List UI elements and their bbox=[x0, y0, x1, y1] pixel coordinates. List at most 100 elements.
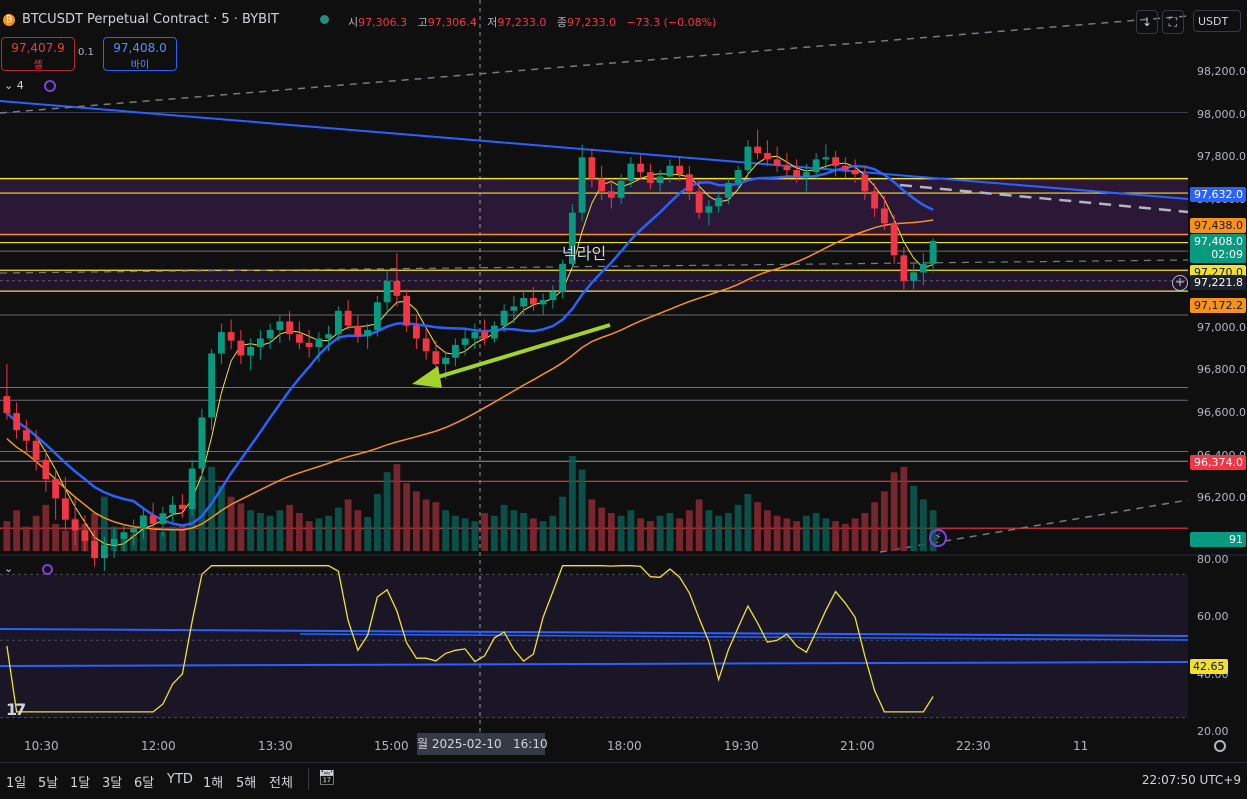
volume-bar bbox=[364, 517, 372, 551]
price-axis-tick: 97,000.0 bbox=[1197, 320, 1246, 334]
ohlc-close-key: 종 bbox=[556, 16, 567, 29]
candle-up bbox=[256, 338, 264, 348]
timeframe-button[interactable]: 5해 bbox=[236, 776, 257, 791]
volume-bar bbox=[432, 502, 440, 551]
candle-up bbox=[217, 332, 225, 354]
lightning-icon[interactable]: ⚡ bbox=[929, 529, 947, 547]
volume-bar bbox=[754, 502, 762, 551]
price-axis-tick: 98,200.0 bbox=[1197, 65, 1246, 78]
candle-down bbox=[832, 157, 840, 166]
candle-up bbox=[559, 263, 567, 292]
candle-up bbox=[188, 468, 196, 510]
volume-bar bbox=[685, 510, 693, 551]
volume-bar bbox=[822, 518, 830, 551]
volume-bar bbox=[520, 513, 528, 551]
sell-price: 97,407.9 bbox=[11, 41, 65, 55]
timeframe-button[interactable]: 3달 bbox=[102, 776, 123, 791]
candle-down bbox=[13, 413, 21, 431]
add-alert-plus-icon[interactable]: + bbox=[1172, 275, 1188, 291]
candle-up bbox=[451, 344, 459, 358]
download-arrow-icon[interactable]: ↓ bbox=[1136, 10, 1158, 34]
currency-value: USDT bbox=[1198, 15, 1229, 28]
time-axis-label: 21:00 bbox=[840, 739, 875, 753]
candle-up bbox=[266, 329, 274, 339]
volume-bar bbox=[3, 521, 11, 551]
volume-bar bbox=[676, 518, 684, 551]
timeframe-button[interactable]: 1달 bbox=[70, 776, 91, 791]
volume-bar bbox=[295, 513, 303, 551]
candle-down bbox=[422, 338, 430, 352]
volume-bar bbox=[178, 523, 186, 551]
candle-down bbox=[598, 178, 606, 192]
candle-down bbox=[900, 255, 908, 281]
candle-down bbox=[695, 191, 703, 213]
candle-up bbox=[929, 240, 937, 264]
upper-dashed-trendline bbox=[0, 15, 1189, 114]
volume-bar bbox=[744, 494, 752, 551]
volume-bar bbox=[481, 513, 489, 551]
volume-bar bbox=[783, 518, 791, 551]
rsi-trendline-mid bbox=[299, 633, 1189, 641]
candle-up bbox=[549, 291, 557, 301]
candle-down bbox=[344, 310, 352, 326]
candle-down bbox=[432, 351, 440, 365]
volume-bar bbox=[841, 523, 849, 551]
volume-bar bbox=[529, 518, 537, 551]
candle-down bbox=[481, 332, 489, 339]
indicator-settings-icon[interactable] bbox=[44, 80, 56, 92]
candle-up bbox=[139, 515, 147, 529]
fullscreen-icon[interactable]: ⛶ bbox=[1162, 10, 1184, 34]
volume-bar bbox=[276, 510, 284, 551]
price-tag: 97,408.0 02:09 bbox=[1190, 234, 1246, 263]
crosshair-time-label: 월 2025-02-10 16:10 bbox=[417, 733, 548, 755]
buy-button[interactable]: 97,408.0 바이 bbox=[103, 37, 177, 71]
volume-bar bbox=[890, 472, 898, 551]
timeframe-button[interactable]: 5날 bbox=[38, 776, 59, 791]
candle-down bbox=[685, 174, 693, 192]
candle-down bbox=[354, 325, 362, 337]
candle-down bbox=[32, 440, 40, 460]
volume-bar bbox=[763, 510, 771, 551]
green-arrow-shaft bbox=[427, 323, 611, 382]
volume-bar bbox=[188, 499, 196, 551]
timeframe-button[interactable]: YTD bbox=[167, 772, 193, 787]
tradingview-logo-icon: 17 bbox=[6, 700, 26, 719]
candle-up bbox=[490, 325, 498, 339]
price-chart-canvas[interactable] bbox=[0, 0, 1247, 762]
timeframe-button[interactable]: 1일 bbox=[6, 776, 27, 791]
rsi-settings-icon[interactable] bbox=[42, 564, 53, 575]
currency-select[interactable]: USDT bbox=[1193, 10, 1241, 32]
symbol-title[interactable]: BTCUSDT Perpetual Contract · 5 · BYBIT bbox=[22, 12, 279, 27]
timeframe-button[interactable]: 전체 bbox=[269, 776, 293, 791]
indicators-toggle[interactable]: ⌄ 4 bbox=[4, 79, 24, 92]
rsi-trendline-upper bbox=[0, 628, 1189, 637]
candle-down bbox=[237, 340, 245, 356]
volume-bar bbox=[100, 496, 108, 551]
date-range-calendar-icon[interactable]: 📅︎ bbox=[318, 770, 336, 786]
ohlc-high-value: 97,306.4 bbox=[427, 16, 477, 29]
volume-bar bbox=[315, 518, 323, 551]
volume-bar bbox=[286, 504, 294, 551]
candle-up bbox=[442, 357, 450, 365]
timeframe-button[interactable]: 6달 bbox=[134, 776, 155, 791]
spread-value: 0.1 bbox=[78, 47, 94, 58]
candle-down bbox=[851, 170, 859, 175]
volume-bar bbox=[422, 499, 430, 551]
volume-bar bbox=[42, 504, 50, 551]
volume-bar bbox=[149, 529, 157, 551]
ohlc-change-value: −73.3 (−0.08%) bbox=[626, 16, 717, 29]
price-axis-tick: 98,000.0 bbox=[1197, 107, 1246, 121]
volume-bar bbox=[169, 526, 177, 551]
volume-bar bbox=[256, 513, 264, 551]
candle-up bbox=[520, 297, 528, 307]
sell-button[interactable]: 97,407.9 셀 bbox=[1, 37, 75, 71]
candle-down bbox=[793, 170, 801, 177]
candle-up bbox=[100, 545, 108, 559]
time-axis-label: 12:00 bbox=[141, 739, 176, 753]
timeframe-button[interactable]: 1해 bbox=[203, 776, 224, 791]
volume-bar bbox=[871, 502, 879, 551]
volume-bar bbox=[656, 515, 664, 551]
axis-settings-gear-icon[interactable] bbox=[1214, 740, 1226, 752]
rsi-collapse-chevron-icon[interactable]: ⌄ bbox=[4, 562, 14, 575]
volume-bar bbox=[549, 515, 557, 551]
